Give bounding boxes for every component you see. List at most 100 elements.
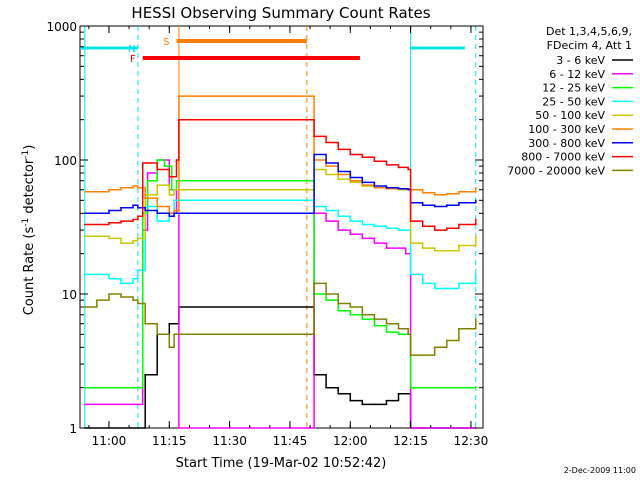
- legend-label-2: 12 - 25 keV: [542, 82, 605, 95]
- series-7-point-20: [421, 225, 424, 228]
- series-7-point-0: [84, 223, 86, 226]
- series-8-point-24: [474, 318, 477, 320]
- series-8-point-16: [385, 322, 388, 325]
- series-1-point-10: [337, 229, 340, 231]
- series-7-point-19: [409, 220, 412, 222]
- series-8-point-17: [397, 327, 400, 330]
- legend-header-line-2: FDecim 4, Att 1: [547, 39, 632, 52]
- series-line-6: [84, 153, 477, 218]
- series-7-point-18: [407, 168, 409, 171]
- series-6-point-19: [421, 204, 424, 206]
- series-7-point-6: [156, 168, 159, 171]
- series-8-point-7: [156, 333, 159, 336]
- series-3-point-10: [325, 209, 327, 212]
- series-8-point-23: [458, 327, 460, 330]
- series-6-point-14: [373, 185, 376, 187]
- legend-label-6: 300 - 800 keV: [528, 137, 605, 150]
- x-tick-label-1: 11:15: [152, 434, 187, 448]
- series-5-point-19: [421, 191, 424, 194]
- series-2-point-19: [474, 386, 477, 389]
- x-tick-label-3: 11:45: [273, 434, 308, 448]
- series-1-point-3: [146, 172, 149, 174]
- series-2-point-1: [137, 386, 139, 389]
- y-axis-label-mid: detector: [22, 158, 37, 218]
- series-8-point-14: [361, 313, 364, 316]
- series-4-point-19: [421, 247, 424, 249]
- series-3-point-22: [458, 282, 460, 285]
- series-7-point-11: [325, 141, 327, 144]
- x-axis-label: Start Time (19-Mar-02 10:52:42): [176, 456, 387, 471]
- y-axis-label-sup2: -1: [21, 150, 31, 159]
- legend-label-4: 50 - 100 keV: [535, 109, 605, 122]
- series-5-point-11: [325, 165, 327, 167]
- series-7-point-13: [349, 153, 352, 156]
- series-line-5: [84, 95, 477, 215]
- series-3-point-19: [421, 282, 424, 285]
- series-7-point-7: [168, 175, 171, 178]
- series-3-point-2: [120, 282, 122, 285]
- series-4-point-10: [325, 173, 327, 176]
- series-6-point-13: [361, 181, 364, 184]
- series-1-point-9: [325, 220, 327, 222]
- series-2-point-16: [404, 333, 407, 336]
- series-3-point-11: [337, 215, 340, 218]
- series-8-point-10: [313, 282, 315, 285]
- series-2-point-11: [349, 313, 352, 316]
- series-7-point-22: [446, 227, 448, 229]
- series-5-point-13: [349, 179, 352, 182]
- series-2-point-4: [156, 159, 159, 161]
- series-1-point-19: [446, 427, 448, 429]
- flag-label-s: S: [163, 37, 169, 48]
- series-1-point-15: [397, 247, 400, 249]
- series-8-point-5: [137, 302, 139, 305]
- y-tick-label-1: 10: [62, 288, 77, 302]
- series-1-point-18: [421, 427, 424, 429]
- series-3-point-16: [397, 229, 400, 231]
- series-2-point-7: [175, 179, 178, 182]
- series-8-point-18: [407, 333, 409, 336]
- legend-label-8: 7000 - 20000 keV: [507, 164, 605, 177]
- series-1-point-13: [373, 242, 376, 244]
- flag-bars: NFS: [80, 37, 465, 65]
- legend-label-1: 6 - 12 keV: [549, 68, 605, 81]
- legend-label-5: 100 - 300 keV: [528, 123, 605, 136]
- series-7-point-24: [474, 218, 477, 221]
- footer-date: 2-Dec-2009 11:00: [564, 466, 636, 475]
- series-3-point-3: [132, 277, 134, 280]
- series-4-point-22: [458, 244, 460, 247]
- series-7-point-17: [397, 166, 400, 169]
- series-8-point-11: [325, 293, 327, 295]
- series-2-point-14: [385, 331, 388, 333]
- series-5-point-12: [337, 173, 340, 176]
- plot-area: NFS 11:0011:1511:3011:4512:0012:1512:30 …: [46, 20, 488, 448]
- x-axis-ticks: 11:00 11:15 11:30 11:45 12:00 12:15 12:30: [88, 26, 488, 448]
- series-1-point-1: [137, 403, 139, 406]
- series-2-point-10: [337, 309, 340, 312]
- series-3-point-23: [474, 273, 477, 276]
- series-2-point-17: [409, 386, 412, 389]
- legend: Det 1,3,4,5,6,9, FDecim 4, Att 1 3 - 6 k…: [507, 25, 633, 177]
- series-6-point-15: [385, 187, 388, 189]
- legend-label-3: 25 - 50 keV: [542, 95, 605, 108]
- series-0-point-14: [397, 392, 400, 395]
- series-3-point-21: [446, 287, 448, 290]
- series-5-point-8: [173, 209, 175, 212]
- series-6-point-23: [474, 199, 477, 202]
- series-3-point-0: [84, 273, 86, 276]
- y-axis-ticks: 1 10 100 1000: [46, 20, 483, 436]
- series-line-1: [84, 159, 476, 429]
- series-5-point-5: [144, 197, 146, 199]
- series-5-point-23: [474, 187, 477, 189]
- series-2-point-9: [325, 299, 327, 301]
- series-7-point-14: [361, 156, 364, 158]
- series-5-point-4: [137, 187, 139, 189]
- series-5-point-1: [108, 188, 110, 191]
- series-8-point-4: [132, 299, 134, 301]
- series-3-point-17: [407, 229, 409, 231]
- series-8-point-0: [84, 306, 86, 308]
- series-6-point-16: [397, 187, 400, 190]
- series-1-point-0: [84, 403, 86, 406]
- series-6-point-10: [325, 162, 327, 164]
- series-8-point-1: [96, 299, 98, 301]
